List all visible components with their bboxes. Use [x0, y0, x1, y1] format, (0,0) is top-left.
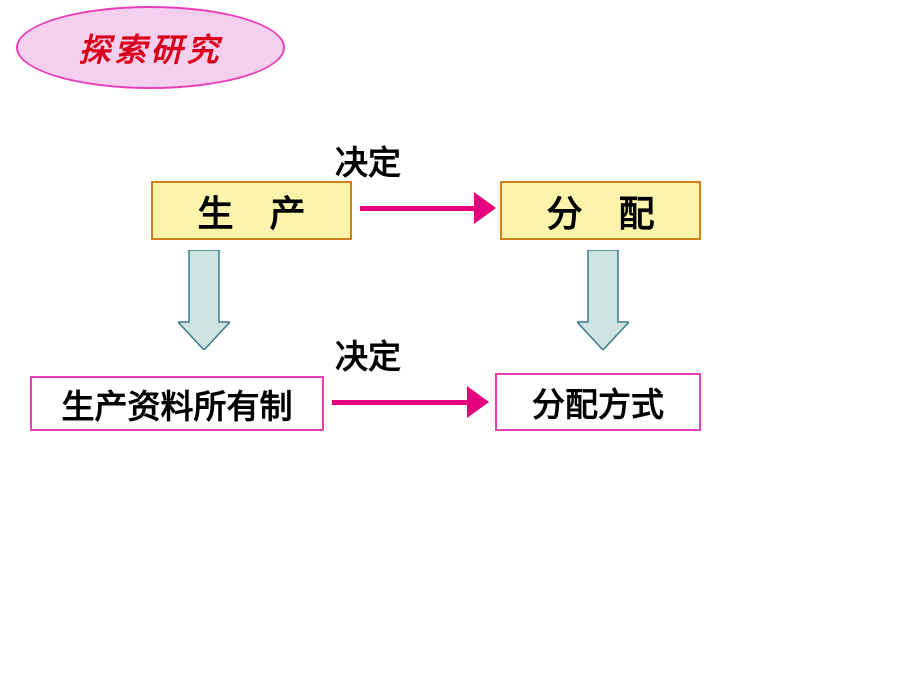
arrow-head-icon: [467, 386, 489, 418]
arrow-distribution-to-mode: [577, 250, 629, 350]
arrow-production-to-distribution: [360, 206, 474, 211]
node-distribution: 分 配: [500, 181, 701, 240]
node-distribution-mode: 分配方式: [495, 373, 701, 431]
label-determines-bottom: 决定: [335, 330, 401, 378]
node-means-ownership: 生产资料所有制: [30, 376, 324, 431]
node-production: 生 产: [151, 181, 352, 240]
arrow-ownership-to-mode: [332, 400, 467, 405]
node-means-ownership-label: 生产资料所有制: [62, 380, 293, 428]
label-determines-top: 决定: [335, 136, 401, 184]
header-title: 探索研究: [78, 25, 222, 71]
arrow-head-icon: [474, 192, 496, 224]
header-ellipse: 探索研究: [16, 6, 285, 89]
node-production-label: 生 产: [197, 185, 305, 237]
arrow-production-to-ownership: [178, 250, 230, 350]
node-distribution-mode-label: 分配方式: [532, 378, 664, 426]
node-distribution-label: 分 配: [546, 185, 654, 237]
